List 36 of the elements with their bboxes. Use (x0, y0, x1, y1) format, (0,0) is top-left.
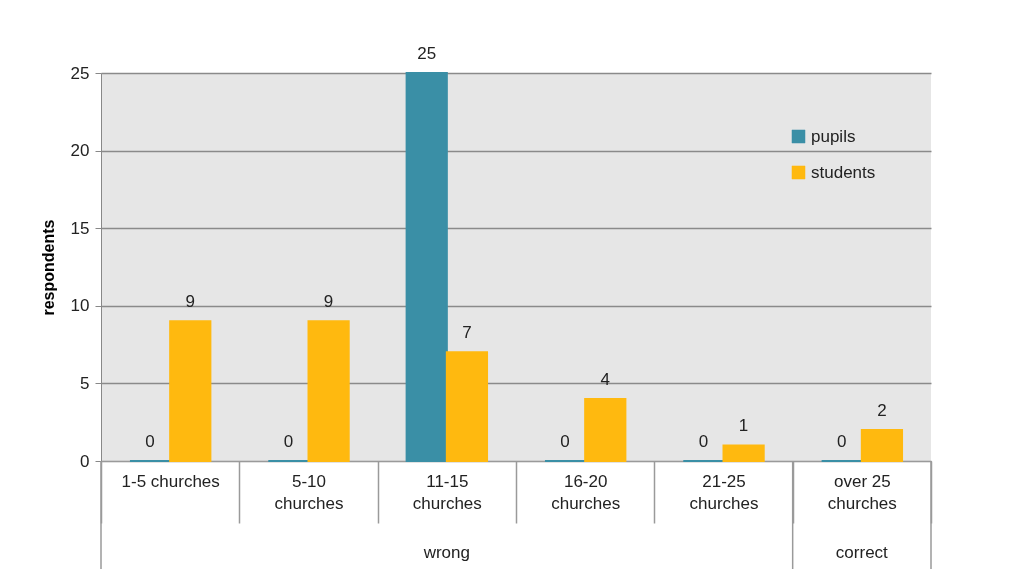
bar (405, 72, 448, 462)
data-label: 9 (185, 292, 196, 312)
data-label: 0 (145, 432, 155, 451)
x-tick-label: 1-5 churches (121, 471, 220, 491)
x-tick-label: 11-15 churches (412, 471, 482, 513)
x-tick-label: 5-10 churches (274, 471, 344, 513)
data-label: 0 (560, 432, 570, 451)
data-label: 9 (323, 292, 334, 312)
y-tick-label: 10 (70, 296, 90, 316)
legend-label: pupils (811, 126, 856, 146)
data-label: 0 (283, 432, 294, 451)
data-label: 0 (836, 432, 847, 451)
data-label: 4 (600, 369, 611, 389)
x-tick-label: 16-20 churches (551, 471, 621, 513)
text: correct (835, 543, 889, 562)
y-tick-label: 0 (80, 451, 90, 471)
y-tick-label: 15 (70, 218, 90, 238)
y-tick-label: 5 (80, 373, 90, 393)
bar (307, 320, 350, 462)
data-label: 1 (738, 416, 749, 436)
data-label: 25 (417, 44, 437, 63)
data-label: 0 (698, 432, 709, 451)
data-label: 7 (462, 323, 472, 343)
text: wrong (422, 543, 470, 562)
bar (722, 444, 765, 462)
y-tick-label: 25 (70, 63, 90, 83)
bar (860, 428, 904, 462)
y-tick-label: 20 (70, 141, 90, 161)
x-tick-label: 21-25 churches (689, 471, 759, 513)
x-tick-label: over 25 churches (827, 471, 897, 513)
bar (445, 351, 489, 462)
legend-label: students (811, 162, 876, 182)
data-label: 2 (877, 400, 887, 420)
bar (584, 397, 627, 462)
bar (169, 320, 212, 462)
y-axis-title: respondents (39, 219, 57, 316)
